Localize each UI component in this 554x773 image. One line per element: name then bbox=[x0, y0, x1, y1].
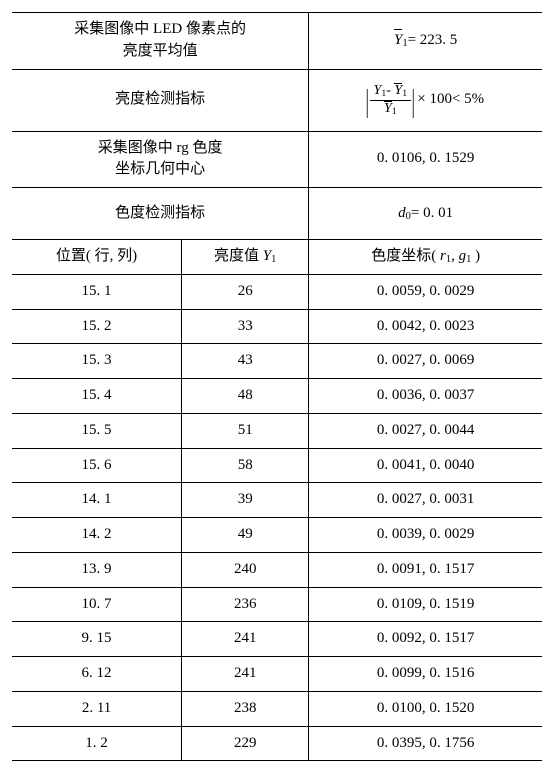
cell-pos: 9. 15 bbox=[12, 622, 182, 657]
table-row: 15. 5510. 0027, 0. 0044 bbox=[12, 413, 542, 448]
cell-pos: 10. 7 bbox=[12, 587, 182, 622]
cell-pos: 6. 12 bbox=[12, 657, 182, 692]
cell-pos: 14. 2 bbox=[12, 518, 182, 553]
table-row: 15. 2330. 0042, 0. 0023 bbox=[12, 309, 542, 344]
table-row: 6. 122410. 0099, 0. 1516 bbox=[12, 657, 542, 692]
cell-pos: 15. 2 bbox=[12, 309, 182, 344]
table-row: 13. 92400. 0091, 0. 1517 bbox=[12, 552, 542, 587]
header-label: 采集图像中 rg 色度坐标几何中心 bbox=[12, 131, 309, 188]
cell-brightness: 26 bbox=[182, 274, 309, 309]
cell-pos: 15. 1 bbox=[12, 274, 182, 309]
header-value: Y1= 223. 5 bbox=[309, 13, 542, 70]
cell-brightness: 229 bbox=[182, 726, 309, 761]
cell-pos: 15. 6 bbox=[12, 448, 182, 483]
table-row: 14. 2490. 0039, 0. 0029 bbox=[12, 518, 542, 553]
cell-brightness: 39 bbox=[182, 483, 309, 518]
table-row: 9. 152410. 0092, 0. 1517 bbox=[12, 622, 542, 657]
cell-chroma: 0. 0027, 0. 0044 bbox=[309, 413, 542, 448]
table-row: 15. 1260. 0059, 0. 0029 bbox=[12, 274, 542, 309]
cell-pos: 15. 4 bbox=[12, 379, 182, 414]
cell-chroma: 0. 0041, 0. 0040 bbox=[309, 448, 542, 483]
cell-brightness: 49 bbox=[182, 518, 309, 553]
table-row: 15. 6580. 0041, 0. 0040 bbox=[12, 448, 542, 483]
col-header-pos: 位置( 行, 列) bbox=[12, 240, 182, 275]
cell-brightness: 236 bbox=[182, 587, 309, 622]
cell-pos: 14. 1 bbox=[12, 483, 182, 518]
cell-pos: 1. 2 bbox=[12, 726, 182, 761]
cell-brightness: 238 bbox=[182, 691, 309, 726]
header-label: 采集图像中 LED 像素点的亮度平均值 bbox=[12, 13, 309, 70]
cell-chroma: 0. 0099, 0. 1516 bbox=[309, 657, 542, 692]
table-row: 14. 1390. 0027, 0. 0031 bbox=[12, 483, 542, 518]
cell-brightness: 43 bbox=[182, 344, 309, 379]
header-value: 0. 0106, 0. 1529 bbox=[309, 131, 542, 188]
table-row: 15. 4480. 0036, 0. 0037 bbox=[12, 379, 542, 414]
cell-chroma: 0. 0027, 0. 0031 bbox=[309, 483, 542, 518]
cell-pos: 15. 5 bbox=[12, 413, 182, 448]
cell-chroma: 0. 0036, 0. 0037 bbox=[309, 379, 542, 414]
cell-brightness: 58 bbox=[182, 448, 309, 483]
cell-pos: 13. 9 bbox=[12, 552, 182, 587]
table-row: 10. 72360. 0109, 0. 1519 bbox=[12, 587, 542, 622]
cell-chroma: 0. 0091, 0. 1517 bbox=[309, 552, 542, 587]
col-header-chroma: 色度坐标( r1, g1 ) bbox=[309, 240, 542, 275]
col-header-brightness: 亮度值 Y1 bbox=[182, 240, 309, 275]
cell-chroma: 0. 0039, 0. 0029 bbox=[309, 518, 542, 553]
cell-brightness: 33 bbox=[182, 309, 309, 344]
cell-chroma: 0. 0100, 0. 1520 bbox=[309, 691, 542, 726]
cell-pos: 15. 3 bbox=[12, 344, 182, 379]
data-table: 采集图像中 LED 像素点的亮度平均值Y1= 223. 5亮度检测指标|Y1- … bbox=[12, 12, 542, 761]
cell-brightness: 241 bbox=[182, 622, 309, 657]
table-row: 15. 3430. 0027, 0. 0069 bbox=[12, 344, 542, 379]
cell-brightness: 241 bbox=[182, 657, 309, 692]
table-row: 2. 112380. 0100, 0. 1520 bbox=[12, 691, 542, 726]
cell-brightness: 51 bbox=[182, 413, 309, 448]
cell-chroma: 0. 0395, 0. 1756 bbox=[309, 726, 542, 761]
header-label: 亮度检测指标 bbox=[12, 69, 309, 131]
cell-chroma: 0. 0042, 0. 0023 bbox=[309, 309, 542, 344]
cell-chroma: 0. 0109, 0. 1519 bbox=[309, 587, 542, 622]
header-value: d0= 0. 01 bbox=[309, 188, 542, 240]
cell-chroma: 0. 0092, 0. 1517 bbox=[309, 622, 542, 657]
cell-pos: 2. 11 bbox=[12, 691, 182, 726]
header-label: 色度检测指标 bbox=[12, 188, 309, 240]
cell-chroma: 0. 0027, 0. 0069 bbox=[309, 344, 542, 379]
header-value: |Y1- Y1Y1| × 100< 5% bbox=[309, 69, 542, 131]
cell-brightness: 240 bbox=[182, 552, 309, 587]
cell-brightness: 48 bbox=[182, 379, 309, 414]
table-row: 1. 22290. 0395, 0. 1756 bbox=[12, 726, 542, 761]
cell-chroma: 0. 0059, 0. 0029 bbox=[309, 274, 542, 309]
